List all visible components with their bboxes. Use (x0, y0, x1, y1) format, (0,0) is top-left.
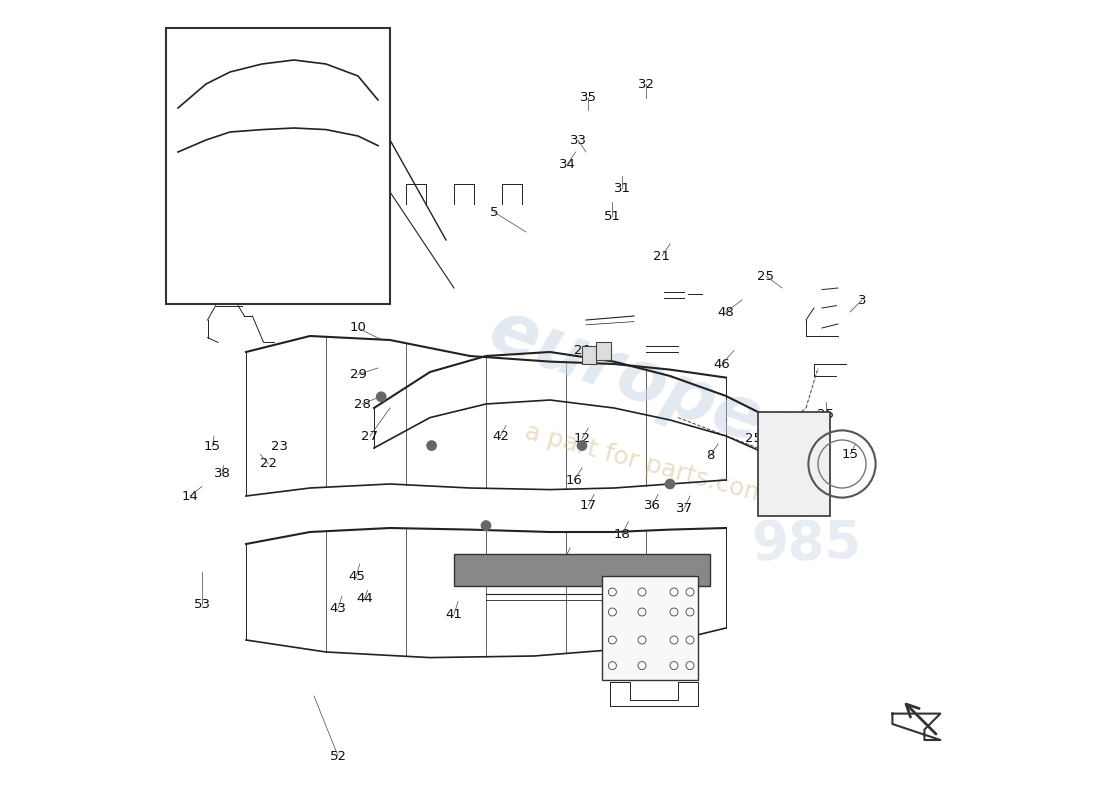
Circle shape (376, 392, 386, 402)
Text: 23: 23 (271, 440, 288, 453)
Circle shape (666, 479, 674, 489)
Text: 12: 12 (573, 432, 591, 445)
Text: 15: 15 (204, 440, 221, 453)
Text: 31: 31 (614, 182, 630, 194)
Bar (582, 346, 596, 364)
Text: 11: 11 (556, 554, 573, 566)
Text: 22: 22 (260, 458, 277, 470)
Text: 51: 51 (604, 210, 620, 222)
Text: 14: 14 (796, 451, 813, 464)
Text: 3: 3 (858, 294, 867, 306)
Text: 10: 10 (350, 322, 366, 334)
Circle shape (481, 521, 491, 530)
Text: 37: 37 (675, 502, 693, 514)
Text: 40: 40 (805, 474, 823, 486)
Text: 5: 5 (490, 206, 498, 218)
Text: a part for parts.com: a part for parts.com (521, 420, 770, 508)
Text: 38: 38 (213, 467, 230, 480)
Text: 33: 33 (570, 134, 586, 146)
Text: 44: 44 (356, 592, 373, 605)
Text: 35: 35 (580, 91, 597, 104)
Text: europes: europes (480, 295, 813, 473)
FancyBboxPatch shape (758, 412, 830, 516)
Text: 53: 53 (194, 598, 210, 610)
Text: 28: 28 (353, 398, 371, 410)
FancyBboxPatch shape (166, 28, 390, 304)
Bar (596, 342, 611, 360)
Text: 25: 25 (746, 432, 762, 445)
Text: 8: 8 (706, 450, 714, 462)
Text: 32: 32 (638, 78, 654, 90)
Bar (602, 576, 698, 680)
Circle shape (427, 441, 437, 450)
Text: 43: 43 (330, 602, 346, 614)
Text: 14: 14 (182, 490, 198, 502)
Text: 52: 52 (330, 750, 346, 762)
Text: 21: 21 (653, 250, 671, 262)
Text: 16: 16 (565, 474, 582, 486)
Circle shape (578, 441, 586, 450)
Text: 29: 29 (350, 368, 366, 381)
Text: 18: 18 (614, 528, 630, 541)
Text: 39: 39 (802, 502, 818, 514)
Text: 985: 985 (751, 518, 861, 570)
Text: 42: 42 (492, 430, 509, 442)
Text: 36: 36 (644, 499, 661, 512)
Text: 46: 46 (714, 358, 730, 370)
FancyBboxPatch shape (454, 554, 710, 586)
Text: 27: 27 (362, 430, 378, 442)
Text: 20: 20 (573, 344, 591, 357)
Text: 34: 34 (559, 158, 576, 170)
Text: 49: 49 (805, 418, 823, 430)
Text: 25: 25 (817, 408, 835, 421)
Text: 45: 45 (348, 570, 365, 582)
Text: 48: 48 (717, 306, 735, 318)
Text: 17: 17 (580, 499, 597, 512)
Text: 15: 15 (842, 448, 858, 461)
Text: 41: 41 (446, 608, 462, 621)
Text: 25: 25 (758, 270, 774, 282)
